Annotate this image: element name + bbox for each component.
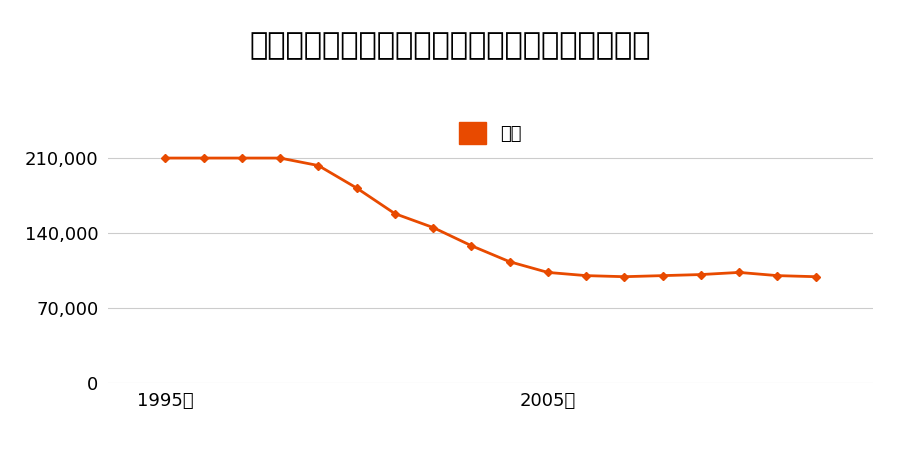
Legend: 価格: 価格: [452, 114, 529, 151]
Text: 兵庫県川西市平野１丁目１２０番１５の地価推移: 兵庫県川西市平野１丁目１２０番１５の地価推移: [249, 32, 651, 60]
